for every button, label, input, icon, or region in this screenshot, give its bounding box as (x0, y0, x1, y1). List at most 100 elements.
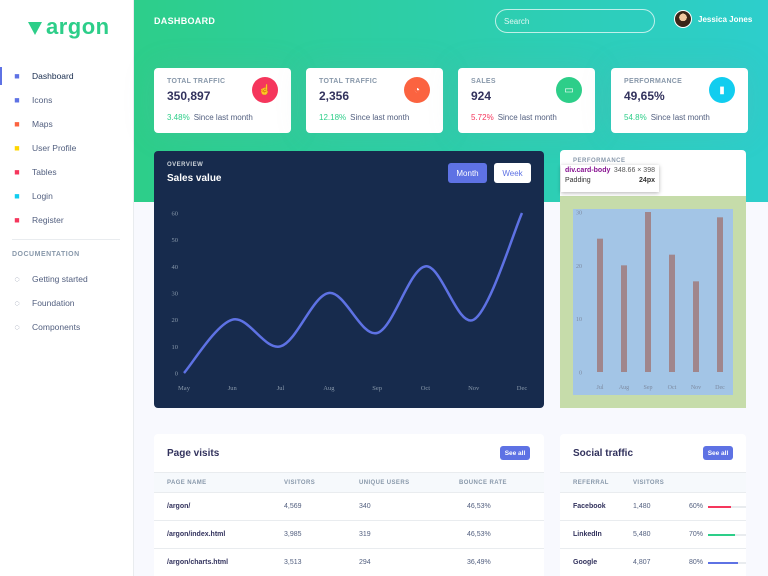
sales-overline: OVERVIEW (167, 162, 204, 168)
circle-user-icon: ■ (14, 215, 20, 225)
table-row[interactable]: Facebook 1,480 60% (560, 493, 746, 521)
table-cell: 294 (359, 559, 371, 566)
week-button[interactable]: Week (494, 163, 531, 183)
y-tick-label: 40 (172, 264, 179, 271)
table-cell: 36,49% (467, 559, 491, 566)
x-tick-label: Jun (228, 385, 238, 392)
pin-icon: ■ (14, 119, 20, 129)
x-tick-label: Jul (596, 385, 603, 391)
table-row[interactable]: /argon/charts.html 3,513 294 36,49% (154, 549, 544, 576)
planet-icon: ■ (14, 95, 20, 105)
sidebar-item-register[interactable]: ■ Register (0, 208, 134, 232)
table-row[interactable]: LinkedIn 5,480 70% (560, 521, 746, 549)
x-tick-label: May (178, 385, 191, 392)
sidebar-item-tables[interactable]: ■ Tables (0, 160, 134, 184)
performance-bar (669, 254, 675, 372)
search-input[interactable]: Search (495, 9, 655, 33)
table-cell: 319 (359, 531, 371, 538)
doc-item-foundation[interactable]: ◌ Foundation (0, 291, 134, 315)
sidebar-item-label: Dashboard (32, 71, 74, 81)
sidebar-item-login[interactable]: ■ Login (0, 184, 134, 208)
doc-item-label: Components (32, 322, 81, 332)
y-tick-label: 0 (175, 371, 178, 378)
brand-name: argon (46, 14, 110, 39)
table-row[interactable]: /argon/index.html 3,985 319 46,53% (154, 521, 544, 549)
progress-bar (708, 506, 746, 508)
doc-item-components[interactable]: ◌ Components (0, 315, 134, 339)
page-visits-title: Page visits (167, 448, 220, 459)
user-menu[interactable]: Jessica Jones (674, 10, 752, 28)
month-button[interactable]: Month (448, 163, 487, 183)
referral-percent: 70% (689, 531, 704, 538)
column-header: PAGE NAME (167, 480, 207, 486)
column-header: REFERRAL (573, 480, 609, 486)
table-row[interactable]: Google 4,807 80% (560, 549, 746, 576)
performance-bar (597, 238, 603, 372)
performance-title: PERFORMANCE (573, 158, 626, 164)
table-cell: /argon/index.html (167, 531, 226, 538)
referral-percent: 80% (689, 559, 704, 566)
performance-bar-chart: 0 10 20 30 Jul Aug Sep Oct Nov Dec (576, 211, 725, 392)
y-tick-label: 30 (172, 291, 179, 298)
ui-icon: ◌ (14, 322, 20, 332)
referral-name: Google (573, 559, 598, 566)
stat-change: 54.8% (624, 113, 647, 122)
tooltip-prop: Padding (565, 177, 591, 184)
stat-label: SALES (471, 78, 496, 85)
stat-card: SALES 924 ▭ 5.72% Since last month (458, 68, 595, 133)
social-traffic-see-all-button[interactable]: See all (703, 446, 733, 460)
table-cell: /argon/ (167, 503, 191, 510)
page-visits-see-all-button[interactable]: See all (500, 446, 530, 460)
page-title[interactable]: DASHBOARD (154, 16, 216, 26)
progress-bar (708, 534, 746, 536)
palette-icon: ◌ (14, 298, 20, 308)
brand-logo[interactable]: argon (28, 14, 110, 40)
sales-value-card: OVERVIEW Sales value Month Week 0 10 20 30 4… (154, 151, 544, 408)
y-tick-label: 50 (172, 237, 179, 244)
table-cell: /argon/charts.html (167, 559, 229, 566)
stat-label: TOTAL TRAFFIC (167, 78, 226, 85)
performance-bar (693, 281, 699, 372)
doc-item-label: Getting started (32, 274, 88, 284)
stat-value: 2,356 (319, 89, 350, 103)
stat-value: 49,65% (624, 89, 665, 103)
referral-name: Facebook (573, 503, 606, 510)
tooltip-prop-value: 24px (639, 177, 655, 184)
table-cell: 340 (359, 503, 371, 510)
sidebar-item-maps[interactable]: ■ Maps (0, 112, 134, 136)
sidebar-item-icons[interactable]: ■ Icons (0, 88, 134, 112)
stat-footer: 12.18% Since last month (319, 113, 409, 122)
table-cell: 46,53% (467, 531, 491, 538)
column-header: BOUNCE RATE (459, 480, 507, 486)
key-icon: ■ (14, 191, 20, 201)
stat-since: Since last month (650, 113, 710, 122)
progress-fill (708, 562, 739, 564)
x-tick-label: Oct (421, 385, 431, 392)
tooltip-dimensions: 348.66 × 398 (613, 167, 655, 174)
pointer-icon: ☝ (252, 77, 278, 103)
stat-card: TOTAL TRAFFIC 350,897 ☝ 3.48% Since last mon… (154, 68, 291, 133)
inspector-tooltip: div.card-body 348.66 × 398 Padding 24px (561, 165, 659, 192)
table-row[interactable]: /argon/4,569 340 46,53% (154, 493, 544, 521)
avatar[interactable] (674, 10, 692, 28)
sidebar-item-label: Login (32, 191, 53, 201)
sidebar-item-dashboard[interactable]: ■ Dashboard (0, 64, 134, 88)
sidebar-item-label: Register (32, 215, 64, 225)
sales-series-line (183, 212, 524, 374)
performance-bar (621, 265, 627, 372)
referral-name: LinkedIn (573, 531, 602, 538)
user-name: Jessica Jones (698, 14, 753, 24)
doc-item-getting-started[interactable]: ◌ Getting started (0, 267, 134, 291)
progress-fill (708, 506, 731, 508)
performance-bar (717, 217, 723, 372)
table-cell: 3,985 (284, 531, 302, 538)
sidebar: argon ■ Dashboard ■ Icons ■ Maps ■ User Profile… (0, 0, 134, 576)
performance-bar (645, 212, 651, 372)
sidebar-item-user-profile[interactable]: ■ User Profile (0, 136, 134, 160)
social-traffic-header-row: REFERRAL VISITORS (560, 472, 746, 493)
x-tick-label: Aug (323, 385, 335, 392)
y-tick-label: 0 (579, 371, 582, 377)
sidebar-item-label: Maps (32, 119, 53, 129)
documentation-heading: DOCUMENTATION (12, 251, 80, 258)
x-tick-label: Nov (468, 385, 480, 392)
